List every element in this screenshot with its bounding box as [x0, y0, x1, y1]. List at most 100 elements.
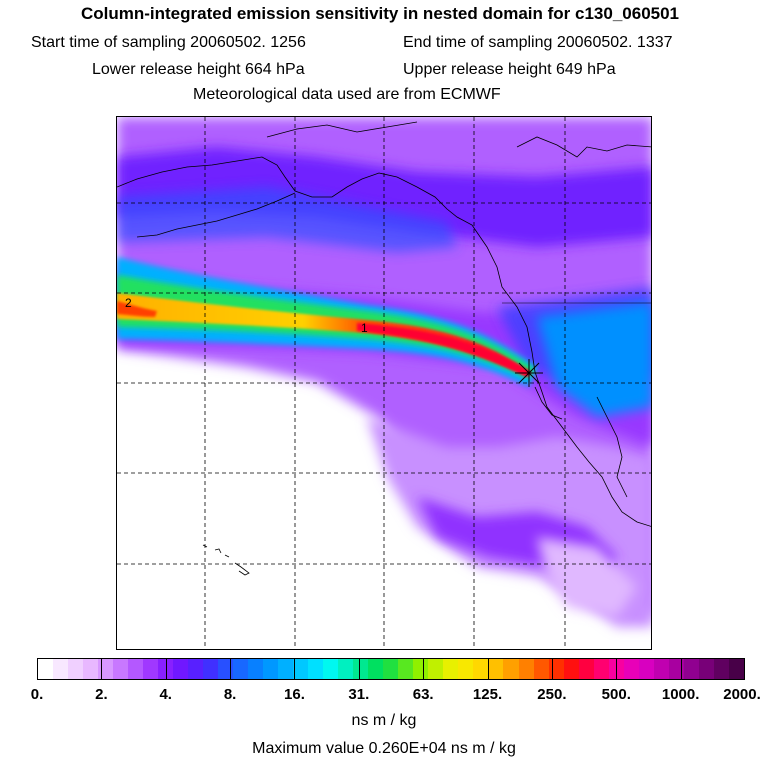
color-scale-divider — [294, 659, 296, 679]
color-scale-tick-label: 2000. — [723, 686, 761, 703]
color-scale-bar — [37, 658, 745, 680]
color-scale-segment — [263, 659, 279, 679]
field-light-tail — [537, 537, 637, 617]
color-scale-divider — [616, 659, 618, 679]
color-scale-segment — [668, 659, 684, 679]
color-scale-segment — [353, 659, 369, 679]
color-scale-segment — [683, 659, 699, 679]
color-scale-tick-label: 63. — [412, 686, 434, 703]
coast-gulf-of-california — [534, 386, 563, 420]
coast-mexico-east — [596, 396, 628, 498]
color-scale-divider — [230, 659, 232, 679]
color-scale-tick-label: 0. — [30, 686, 44, 703]
color-scale-divider — [551, 659, 553, 679]
color-scale-segment — [188, 659, 204, 679]
color-scale-segment — [578, 659, 594, 679]
coast-hudson-bay — [516, 136, 651, 158]
color-scale-segment — [443, 659, 459, 679]
color-scale-segment — [113, 659, 129, 679]
map-panel: 2 1 — [116, 116, 652, 650]
color-scale-tick-label: 16. — [284, 686, 305, 703]
color-scale-segment — [398, 659, 414, 679]
color-scale-segment — [203, 659, 219, 679]
contour-label-1: 1 — [361, 321, 368, 335]
color-scale-segment — [518, 659, 534, 679]
color-scale-segment — [383, 659, 399, 679]
color-scale-tick-label: 1000. — [661, 686, 700, 703]
color-scale-segment — [653, 659, 669, 679]
color-scale-segment — [278, 659, 294, 679]
color-scale-segment — [698, 659, 714, 679]
color-scale-segment — [128, 659, 144, 679]
color-scale-segment — [293, 659, 309, 679]
color-scale-segment — [563, 659, 579, 679]
color-scale-segment — [98, 659, 114, 679]
upper-release-text: Upper release height 649 hPa — [403, 61, 616, 78]
color-scale-segment — [323, 659, 339, 679]
star-ray-4 — [518, 362, 540, 384]
contour-label-2: 2 — [125, 296, 132, 310]
color-scale-segment — [608, 659, 624, 679]
plume — [117, 257, 537, 387]
color-scale-segment — [143, 659, 159, 679]
met-data-text: Meteorological data used are from ECMWF — [193, 86, 501, 103]
color-scale-divider — [487, 659, 489, 679]
plume-red-core — [357, 323, 531, 376]
color-scale-segment — [308, 659, 324, 679]
color-scale-segment — [233, 659, 249, 679]
sensitivity-field — [117, 117, 651, 627]
coastlines — [117, 121, 651, 576]
color-scale-segment — [53, 659, 69, 679]
max-value-text: Maximum value 0.260E+04 ns m / kg — [252, 740, 516, 757]
color-scale-segment — [488, 659, 504, 679]
color-scale-divider — [101, 659, 103, 679]
star-icon — [515, 359, 543, 387]
lower-release-text: Lower release height 664 hPa — [92, 61, 305, 78]
units-label: ns m / kg — [351, 712, 417, 729]
color-scale-segment — [248, 659, 264, 679]
color-scale-segment — [338, 659, 354, 679]
color-scale-segment — [68, 659, 84, 679]
color-scale-segment — [458, 659, 474, 679]
plume-west-red — [117, 301, 157, 317]
coast-arctic — [266, 121, 418, 138]
color-scale-segment — [473, 659, 489, 679]
color-scale-tick-label: 4. — [159, 686, 172, 703]
graticule — [117, 117, 651, 649]
plume-core — [117, 293, 531, 377]
color-scale-segment — [428, 659, 444, 679]
sensitivity-map: 2 1 — [117, 117, 651, 649]
color-scale-segment — [83, 659, 99, 679]
color-scale-segment — [728, 659, 744, 679]
color-scale-divider — [165, 659, 167, 679]
color-scale-divider — [423, 659, 425, 679]
color-scale-segment — [713, 659, 729, 679]
color-scale-segment — [218, 659, 234, 679]
color-scale-segment — [533, 659, 549, 679]
color-scale-tick-label: 250. — [537, 686, 567, 703]
color-scale-segment — [368, 659, 384, 679]
map-title: Column-integrated emission sensitivity i… — [80, 4, 680, 23]
color-scale-tick-label: 2. — [95, 686, 108, 703]
color-scale-segment — [173, 659, 189, 679]
color-scale-tick-label: 31. — [348, 686, 370, 703]
coast-aleutians — [136, 192, 296, 238]
end-time-text: End time of sampling 20060502. 1337 — [403, 34, 673, 51]
color-scale-segment — [413, 659, 429, 679]
color-scale-segment — [623, 659, 639, 679]
color-scale-segment — [38, 659, 54, 679]
color-scale-tick-label: 500. — [601, 686, 631, 703]
coast-alaska — [117, 156, 651, 527]
color-scale-segment — [158, 659, 174, 679]
color-scale-tick-label: 8. — [223, 686, 237, 703]
color-scale-segment — [548, 659, 564, 679]
color-scale-segment — [638, 659, 654, 679]
hawaii-islands — [202, 544, 250, 576]
color-scale-segment — [593, 659, 609, 679]
color-scale-tick-label: 125. — [472, 686, 503, 703]
color-scale-divider — [358, 659, 360, 679]
color-scale-segment — [503, 659, 519, 679]
field-cyan-east — [537, 302, 651, 417]
start-time-text: Start time of sampling 20060502. 1256 — [31, 34, 306, 51]
color-scale-divider — [680, 659, 682, 679]
